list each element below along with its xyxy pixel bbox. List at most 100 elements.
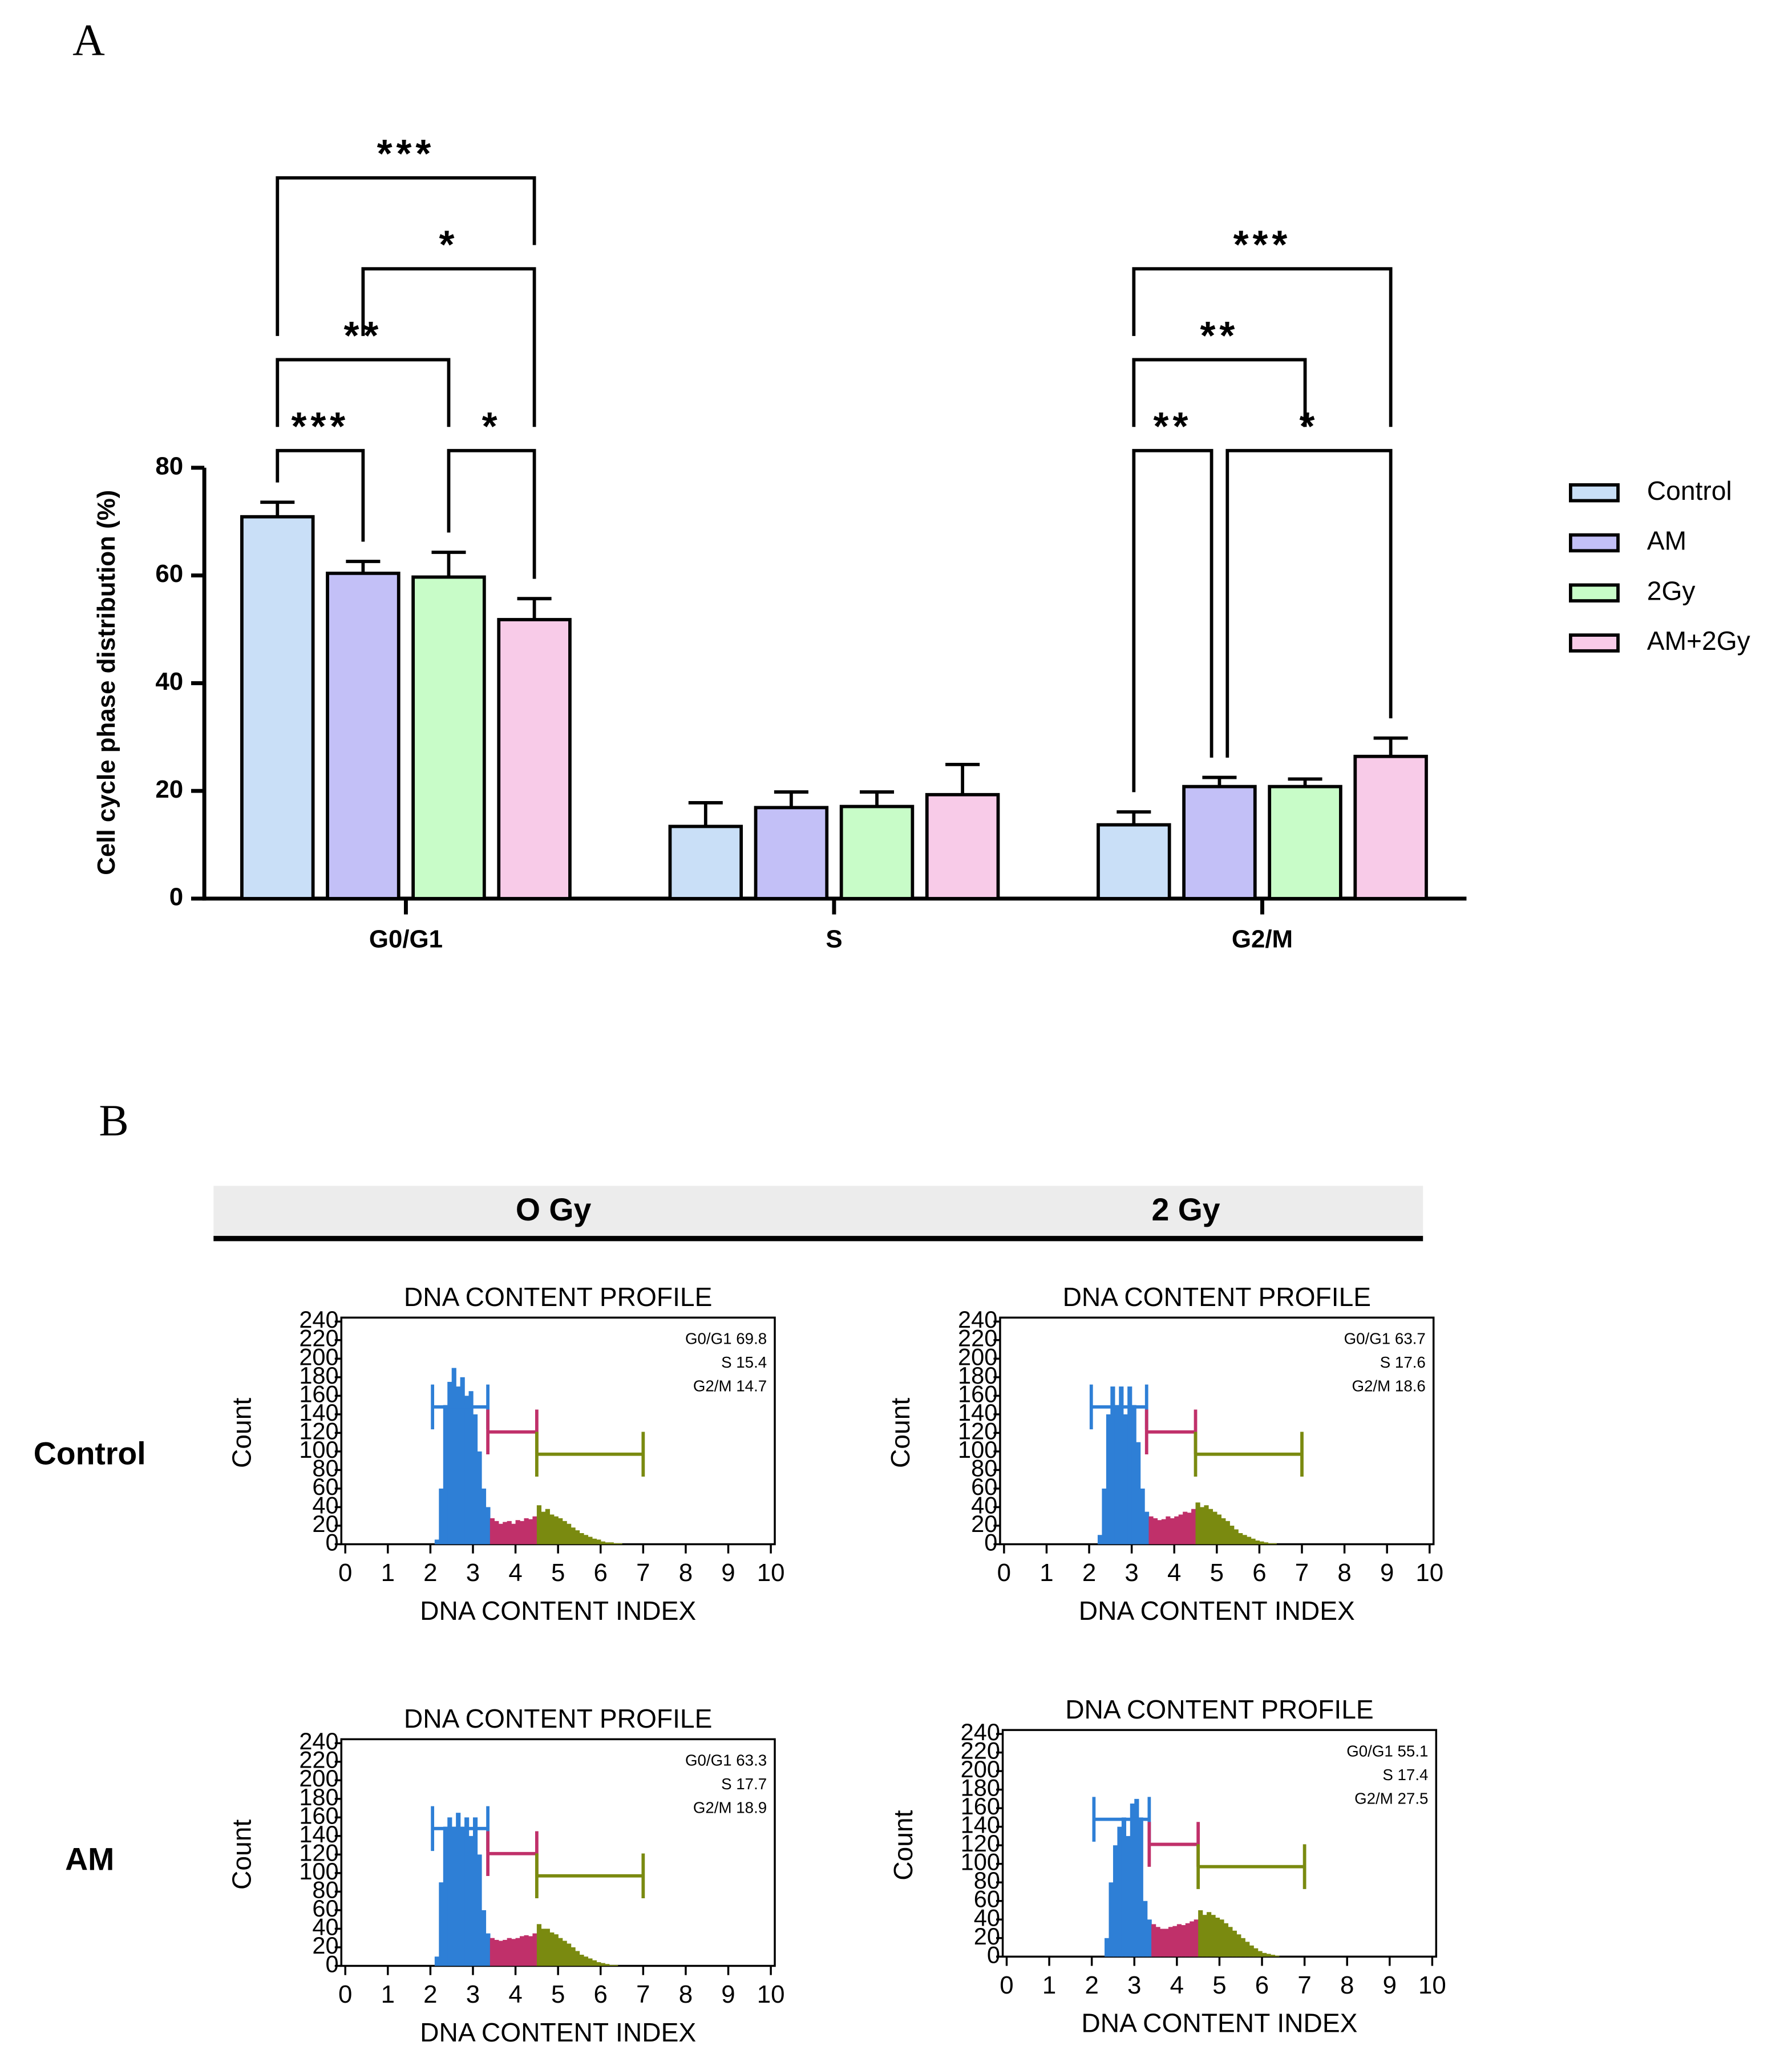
- x-tick-label: 10: [1418, 1971, 1446, 1999]
- histogram-bar: [1228, 1927, 1233, 1957]
- column-header: 2 Gy: [1151, 1192, 1220, 1227]
- x-tick-label: 9: [1380, 1559, 1394, 1587]
- histogram-bar: [520, 1936, 525, 1966]
- phase-stat: G2/M 18.9: [693, 1799, 767, 1817]
- y-tick-label: 60: [971, 1473, 997, 1500]
- histogram-bar: [1204, 1505, 1209, 1545]
- x-tick-label: 9: [721, 1980, 735, 2008]
- histogram-bar: [1238, 1533, 1243, 1545]
- histogram-bar: [1138, 1817, 1143, 1957]
- y-tick-label: 40: [971, 1491, 997, 1518]
- y-tick-label: 0: [984, 1529, 997, 1555]
- significance-label: **: [1200, 313, 1239, 358]
- x-tick-label: 4: [1167, 1559, 1181, 1587]
- x-tick-label: 3: [466, 1980, 480, 2008]
- histogram-bar: [1160, 1928, 1165, 1957]
- y-tick-label: 120: [299, 1839, 338, 1866]
- legend-label: AM+2Gy: [1647, 626, 1750, 656]
- y-tick-label: 80: [312, 1876, 338, 1903]
- chart-title: DNA CONTENT PROFILE: [404, 1704, 712, 1733]
- phase-label: S: [1382, 1766, 1393, 1784]
- histogram-bar: [1119, 1386, 1124, 1545]
- histogram-bar: [1272, 1543, 1277, 1545]
- x-tick-label: 8: [679, 1980, 693, 2008]
- bar: [925, 793, 1000, 900]
- plot-frame: [999, 1316, 1435, 1546]
- phase-value: 63.7: [1395, 1330, 1426, 1348]
- x-tick-label: 10: [757, 1980, 785, 2008]
- histogram-bar: [498, 1523, 503, 1545]
- histogram-bar: [515, 1938, 520, 1966]
- histogram-bar: [443, 1405, 448, 1545]
- y-tick-label: 120: [961, 1830, 1000, 1857]
- histogram-bar: [456, 1813, 461, 1966]
- phase-stat: S 17.4: [1382, 1766, 1428, 1784]
- phase-value: 17.6: [1395, 1353, 1426, 1371]
- y-tick-label: 200: [299, 1343, 338, 1370]
- phase-stat: S 17.7: [721, 1775, 767, 1793]
- histogram-bar: [567, 1523, 572, 1545]
- histogram-bar: [613, 1543, 618, 1545]
- phase-value: 17.4: [1398, 1766, 1429, 1784]
- y-tick-label: 180: [961, 1774, 1000, 1801]
- histogram-bar: [1174, 1516, 1179, 1545]
- histogram-bar: [1202, 1915, 1207, 1957]
- histogram-bar: [1191, 1509, 1196, 1545]
- plot-frame: [340, 1738, 776, 1967]
- histogram-bar: [515, 1520, 520, 1545]
- histogram-bar: [583, 1956, 589, 1966]
- y-tick-label: 180: [299, 1784, 338, 1810]
- x-tick-label: 0: [1000, 1971, 1013, 1999]
- bar: [1182, 785, 1257, 900]
- histogram-bar: [549, 1514, 555, 1545]
- histogram-bar: [1181, 1925, 1186, 1957]
- histogram-bar: [528, 1519, 533, 1545]
- histogram-bar: [1105, 1938, 1110, 1957]
- y-axis-label: Count: [227, 1820, 257, 1890]
- bar: [497, 618, 572, 900]
- histogram-bar: [443, 1826, 448, 1966]
- x-tick-label: 0: [338, 1980, 352, 2008]
- histogram-bar: [486, 1507, 491, 1545]
- y-tick-label: 80: [971, 1454, 997, 1481]
- y-tick-label: 80: [974, 1867, 1000, 1894]
- x-tick-label: S: [826, 925, 842, 953]
- bar: [668, 824, 743, 900]
- x-tick-label: 1: [1042, 1971, 1056, 1999]
- histogram-bar: [503, 1522, 508, 1545]
- histogram-bar: [494, 1521, 499, 1545]
- histogram-bar: [520, 1521, 525, 1545]
- histogram-bar: [1232, 1930, 1237, 1957]
- x-tick-label: 2: [423, 1980, 437, 2008]
- histogram-bar: [588, 1958, 593, 1966]
- phase-label: G2/M: [693, 1377, 732, 1395]
- histogram-bar: [460, 1377, 465, 1545]
- phase-label: G2/M: [1354, 1790, 1393, 1808]
- y-tick-label: 120: [958, 1417, 997, 1444]
- y-axis-label: Count: [888, 1810, 918, 1880]
- histogram-bar: [562, 1940, 567, 1966]
- phase-stat: G0/G1 69.8: [685, 1330, 767, 1348]
- phase-stat: G0/G1 55.1: [1346, 1742, 1428, 1760]
- histogram-bar: [1121, 1817, 1127, 1957]
- y-tick-label: 0: [987, 1941, 1000, 1968]
- histogram-bar: [553, 1934, 559, 1966]
- histogram-bar: [1211, 1915, 1216, 1957]
- x-tick-label: 5: [551, 1980, 565, 2008]
- histogram-bar: [1166, 1516, 1171, 1545]
- histogram-bar: [558, 1938, 563, 1966]
- histogram-bar: [1117, 1826, 1122, 1957]
- phase-stat: G2/M 18.6: [1352, 1377, 1425, 1395]
- phase-value: 18.6: [1395, 1377, 1426, 1395]
- histogram-bar: [588, 1537, 593, 1545]
- histogram-bar: [1131, 1405, 1136, 1545]
- histogram-bar: [1242, 1535, 1247, 1545]
- y-tick-label: 0: [326, 1529, 339, 1555]
- y-axis-label: Cell cycle phase distribution (%): [92, 490, 120, 875]
- x-tick-label: 7: [636, 1559, 650, 1587]
- histogram-bar: [451, 1368, 456, 1545]
- histogram-bar: [1168, 1927, 1174, 1957]
- phase-value: 63.3: [736, 1752, 767, 1769]
- phase-value: 55.1: [1398, 1742, 1429, 1760]
- phase-label: G2/M: [1352, 1377, 1390, 1395]
